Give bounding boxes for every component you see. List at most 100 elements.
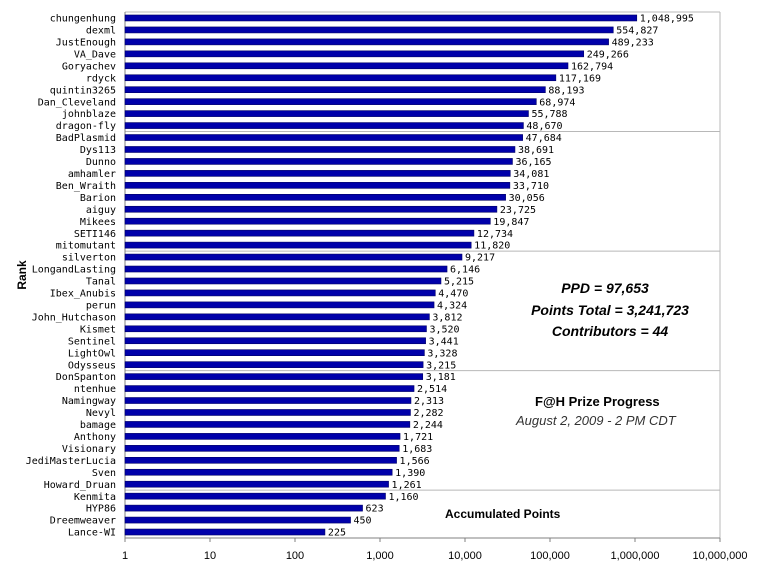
value-label: 162,794 [571,61,613,72]
category-label: Dunno [86,157,116,168]
category-label: LightOwl [68,348,116,359]
value-label: 30,056 [509,193,545,204]
category-label: Sentinel [68,336,116,347]
value-label: 2,282 [413,408,443,419]
category-label: Lance-WI [68,528,116,539]
bar [124,134,523,141]
category-label: Namingway [62,396,116,407]
bar [124,14,638,22]
category-label: JustEnough [56,37,116,48]
category-label: Howard_Druan [44,480,116,491]
bar [124,241,472,249]
bar [124,349,425,357]
bar [124,86,546,94]
category-label: Sven [92,468,116,479]
bar [124,456,397,464]
value-label: 1,048,995 [640,14,694,25]
category-label: VA_Dave [74,49,116,60]
bar [124,313,430,321]
x-tick-label: 10,000,000 [692,550,747,562]
bar [124,445,400,452]
bar [124,397,412,404]
category-label: Ben_Wraith [56,181,116,192]
value-label: 2,244 [413,420,443,431]
value-label: 68,974 [539,97,575,108]
value-label: 9,217 [465,253,495,264]
bar [124,301,435,309]
category-label: dragon-fly [56,121,116,132]
category-label: mitomutant [56,241,116,252]
bar [124,62,569,70]
bar [124,146,516,153]
value-label: 489,233 [612,37,654,48]
category-label: BadPlasmid [56,133,116,144]
value-label: 47,684 [526,133,562,144]
category-label: Dys113 [80,145,116,156]
category-label: Anthony [74,432,116,443]
y-axis-label: Rank [15,260,29,290]
x-axis-label: Accumulated Points [445,507,561,521]
bar [124,337,426,345]
x-tick-label: 1,000,000 [611,550,660,562]
category-label: Visionary [62,444,116,455]
x-tick-label: 10 [204,550,216,562]
bar [124,325,427,333]
value-label: 3,181 [426,372,456,383]
category-label: Dan_Cleveland [38,97,116,108]
value-label: 4,324 [437,300,467,311]
bar [124,50,585,58]
chart-subtitle: August 2, 2009 - 2 PM CDT [516,413,676,428]
x-tick-label: 10,000 [448,550,482,562]
value-label: 12,734 [477,229,513,240]
category-label: bamage [80,420,116,431]
value-label: 33,710 [513,181,549,192]
bar [124,433,401,440]
category-label: Ibex_Anubis [50,289,116,300]
value-label: 3,328 [427,348,457,359]
bar [124,385,415,392]
bar [124,409,411,416]
value-label: 1,390 [395,468,425,479]
bar [124,158,513,165]
bar [124,74,557,82]
bar [124,289,436,297]
category-label: JediMasterLucia [26,456,116,467]
value-label: 2,514 [417,384,447,395]
value-label: 623 [366,504,384,515]
category-label: Tanal [86,277,116,288]
bar [124,229,475,237]
bar [124,265,448,273]
points-total-stat: Points Total = 3,241,723 [531,302,689,318]
bar [124,205,498,213]
category-label: Mikees [80,217,116,228]
value-label: 249,266 [587,49,629,60]
bar [124,373,424,380]
category-label: Kismet [80,324,116,335]
bar [124,421,411,428]
value-label: 38,691 [518,145,554,156]
category-label: amhamler [68,169,116,180]
value-label: 1,683 [402,444,432,455]
category-label: chungenhung [50,14,116,25]
value-label: 3,812 [432,312,462,323]
bar [124,277,442,285]
value-label: 3,441 [429,336,459,347]
value-label: 4,470 [438,289,468,300]
bar [124,217,491,225]
bar [124,528,326,536]
bar [124,504,363,512]
bar [124,170,511,177]
value-label: 23,725 [500,205,536,216]
bar [124,516,351,524]
bar [124,361,424,368]
category-label: Kenmita [74,492,116,503]
category-label: Nevyl [86,408,116,419]
category-label: SETI146 [74,229,116,240]
value-label: 225 [328,528,346,539]
category-label: Odysseus [68,360,116,371]
category-label: ntenhue [74,384,116,395]
bar [124,122,524,129]
value-label: 450 [354,516,372,527]
category-label: rdyck [86,73,116,84]
category-label: John_Hutchason [32,312,116,323]
